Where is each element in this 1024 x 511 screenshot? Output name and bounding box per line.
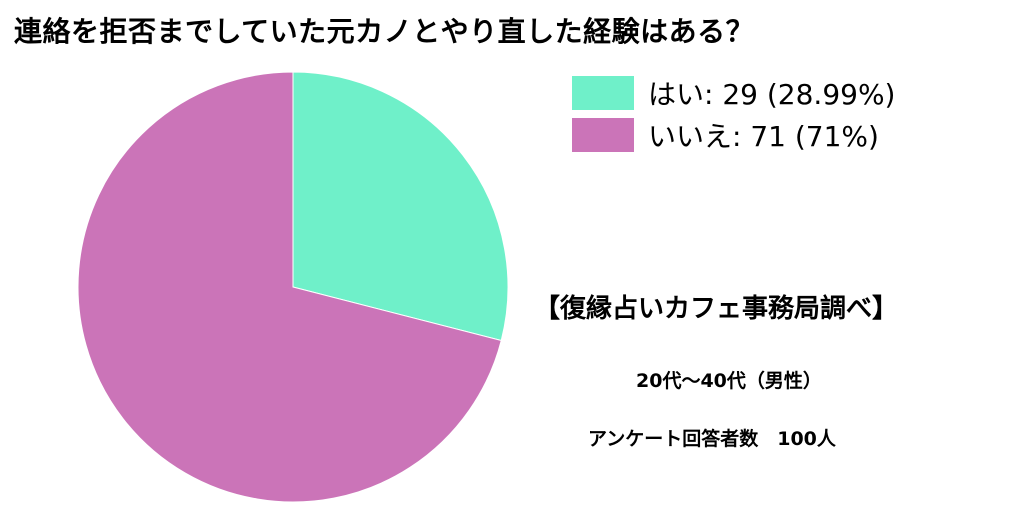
legend-swatch-no — [572, 118, 634, 152]
legend-label-no: いいえ: 71 (71%) — [648, 120, 879, 153]
chart-legend: はい: 29 (28.99%) いいえ: 71 (71%) — [572, 74, 895, 158]
legend-swatch-yes — [572, 76, 634, 110]
pie-slice-no — [77, 71, 502, 503]
chart-title: 連絡を拒否までしていた元カノとやり直した経験はある？ — [14, 15, 755, 48]
pie-slice-yes — [292, 71, 509, 342]
legend-item-yes: はい: 29 (28.99%) — [572, 74, 895, 112]
survey-source: 【復縁占いカフェ事務局調べ】 — [534, 294, 899, 324]
respondent-age-range: 20代〜40代（男性） — [636, 370, 822, 392]
legend-item-no: いいえ: 71 (71%) — [572, 116, 895, 154]
legend-label-yes: はい: 29 (28.99%) — [648, 78, 896, 111]
respondent-count: アンケート回答者数 100人 — [588, 428, 836, 450]
